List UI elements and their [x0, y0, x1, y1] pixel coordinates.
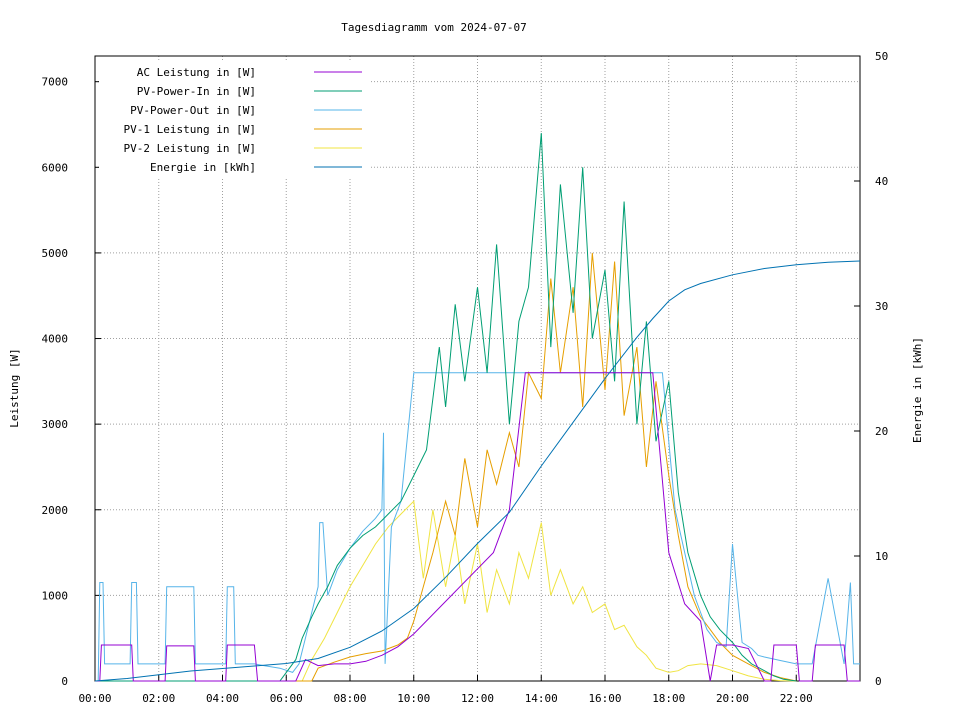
x-tick-label: 18:00	[652, 692, 685, 705]
y-tick-label: 2000	[42, 504, 69, 517]
y2-tick-label: 10	[875, 550, 888, 563]
series-line	[95, 500, 797, 682]
x-tick-label: 00:00	[78, 692, 111, 705]
series-line	[95, 252, 797, 682]
x-tick-label: 20:00	[716, 692, 749, 705]
x-tick-label: 06:00	[270, 692, 303, 705]
y2-tick-label: 50	[875, 50, 888, 63]
y-tick-label: 5000	[42, 247, 69, 260]
series-line	[95, 372, 860, 682]
y-tick-label: 7000	[42, 76, 69, 89]
legend-background	[99, 60, 371, 178]
y-tick-label: 0	[61, 675, 68, 688]
x-tick-label: 04:00	[206, 692, 239, 705]
y2-tick-label: 40	[875, 175, 888, 188]
x-tick-label: 16:00	[588, 692, 621, 705]
grid-lines	[95, 56, 860, 681]
x-tick-label: 08:00	[333, 692, 366, 705]
x-tick-label: 14:00	[525, 692, 558, 705]
legend-label: AC Leistung in [W]	[137, 66, 256, 79]
y2-tick-label: 0	[875, 675, 882, 688]
y-axis-label: Leistung [W]	[8, 348, 21, 427]
y2-tick-label: 30	[875, 300, 888, 313]
series-line	[95, 133, 797, 682]
x-tick-label: 02:00	[142, 692, 175, 705]
y2-axis-label: Energie in [kWh]	[911, 337, 924, 443]
legend-label: Energie in [kWh]	[150, 161, 256, 174]
y-axis-right: 0 10 20 30 40 50	[854, 50, 888, 688]
y-tick-label: 3000	[42, 418, 69, 431]
legend-label: PV-Power-In in [W]	[137, 85, 256, 98]
x-axis: 00:00 02:00 04:00 06:00 08:00 10:00 12:00 14:00…	[78, 675, 813, 705]
y-axis-left: 0 1000 2000 3000 4000 5000 6000 7000	[42, 76, 101, 688]
legend-label: PV-Power-Out in [W]	[130, 104, 256, 117]
legend-label: PV-1 Leistung in [W]	[124, 123, 256, 136]
y-tick-label: 6000	[42, 161, 69, 174]
series-line	[95, 372, 860, 682]
y-tick-label: 4000	[42, 333, 69, 346]
y2-tick-label: 20	[875, 425, 888, 438]
x-tick-label: 22:00	[780, 692, 813, 705]
x-tick-label: 12:00	[461, 692, 494, 705]
series-lines	[94, 133, 861, 682]
chart-title: Tagesdiagramm vom 2024-07-07	[341, 21, 526, 34]
legend-label: PV-2 Leistung in [W]	[124, 142, 256, 155]
series-line	[94, 260, 861, 682]
x-tick-label: 10:00	[397, 692, 430, 705]
y-tick-label: 1000	[42, 589, 69, 602]
legend: AC Leistung in [W] PV-Power-In in [W] PV-P…	[99, 60, 371, 178]
